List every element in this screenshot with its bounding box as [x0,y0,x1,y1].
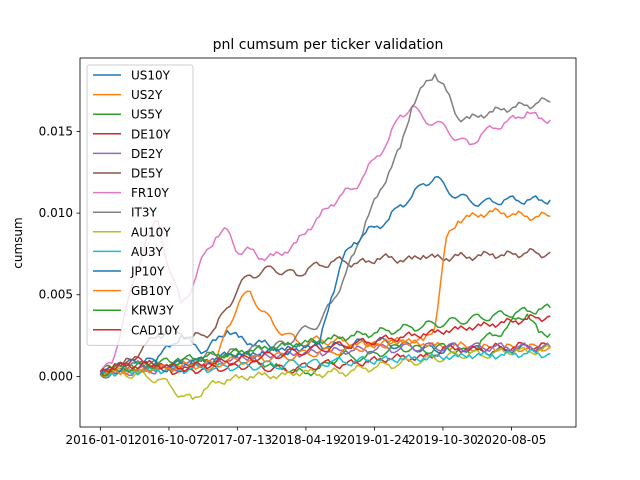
x-tick-label: 2016-10-07 [134,433,204,447]
legend-label: CAD10Y [131,323,180,337]
y-tick-label: 0.015 [39,124,73,138]
x-tick-label: 2019-01-24 [340,433,410,447]
legend-label: DE2Y [131,147,163,161]
x-tick-label: 2016-01-01 [65,433,135,447]
series-line-de2y [99,342,551,379]
series-line-au10y [99,344,551,400]
series-line-jp10y [99,175,551,376]
chart-title: pnl cumsum per ticker validation [213,37,444,53]
legend-label: US2Y [131,88,163,102]
series-line-de10y [99,341,551,376]
plot-frame [79,57,577,428]
x-tick-label: 2018-04-19 [271,433,341,447]
legend-box [86,64,194,346]
x-tick-label: 2017-07-13 [202,433,272,447]
y-tick-label: 0.005 [39,288,73,302]
legend-label: DE10Y [131,127,171,141]
series-line-gb10y [99,207,551,378]
series-line-krw3y [99,303,551,377]
legend-label: JP10Y [130,265,165,279]
axes-layer: 0.000 0.005 0.010 0.015 2016-01-012016-10-07… [39,57,577,447]
legend-label: FR10Y [131,186,170,200]
legend: US10Y US2Y US5Y DE10Y DE2Y DE5Y FR10Y IT3Y AU10Y… [86,64,194,346]
y-tick-label: 0.010 [39,206,73,220]
legend-label: GB10Y [131,284,172,298]
y-axis-label: cumsum [11,217,25,268]
legend-label: DE5Y [131,167,163,181]
series-line-cad10y [99,314,551,373]
legend-label: AU10Y [131,225,171,239]
legend-label: KRW3Y [131,304,174,318]
series-line-au3y [99,348,551,378]
legend-label: IT3Y [131,206,158,220]
x-tick-label: 2020-08-05 [477,433,547,447]
legend-label: AU3Y [131,245,164,259]
y-tick-label: 0.000 [39,369,73,383]
legend-label: US10Y [131,69,171,83]
x-tick-label: 2019-10-30 [408,433,478,447]
legend-label: US5Y [131,108,163,122]
